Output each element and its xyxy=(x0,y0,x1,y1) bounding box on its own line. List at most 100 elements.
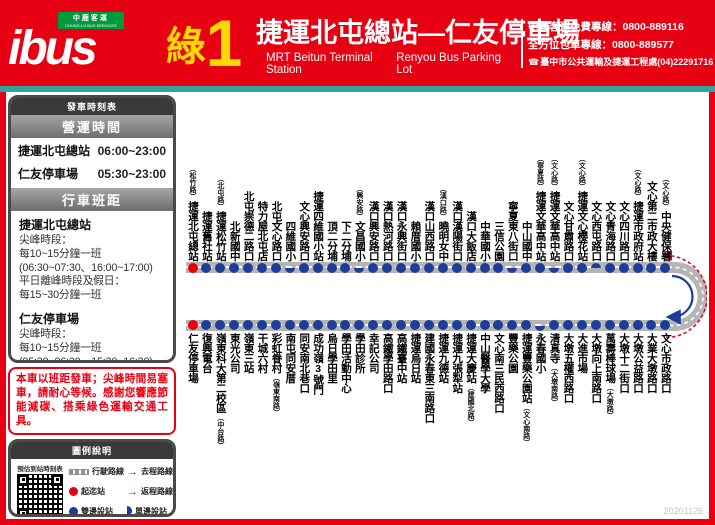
route-stop: 捷運九張犁站 xyxy=(450,320,463,517)
stop-name: 捷運舊社站 xyxy=(200,211,213,261)
road-annotation: 寧夏路 xyxy=(534,155,547,190)
stop-name: 三信公園 xyxy=(492,221,505,261)
stop-marker xyxy=(215,263,226,273)
route-u-turn xyxy=(661,250,707,339)
stop-name: 大墩公益路口 xyxy=(632,333,644,393)
route-map: 松竹路 捷運北屯總站 捷運舊社站 北屯路 捷運松竹站 xyxy=(180,95,707,517)
legend-both-sides: 雙邊設站 xyxy=(69,506,125,514)
stop-name: 北屯崇德二路口 xyxy=(242,191,255,261)
legend-panel: 圖例說明 預估到站時刻表 行駛路線 去程路線 起迄站 返程路線 雙邊設站 單邊設… xyxy=(8,438,176,517)
legend-one-side: 單邊設站 xyxy=(127,506,173,514)
headway-line: 每10~15分鐘一班 xyxy=(19,247,102,260)
road-annotation: 文心路 xyxy=(631,165,644,200)
company-logo: 中鹿客運 CHUNG-LU BUS SERVICES ibus xyxy=(8,5,156,81)
stop-marker xyxy=(604,263,615,273)
company-name-en: CHUNG-LU BUS SERVICES xyxy=(65,23,117,28)
stop-marker xyxy=(646,320,657,330)
legend-return: 返程路線 xyxy=(127,486,173,498)
legend-tab: 圖例說明 xyxy=(11,441,173,459)
stop-name: 大墩五權西路口 xyxy=(562,333,575,403)
stop-name: 漢口興安路口 xyxy=(367,201,380,261)
route-stop: 文心南三民西路口 xyxy=(492,320,505,517)
stop-marker xyxy=(187,263,198,273)
stop-name: 捷運文華高中站 xyxy=(548,191,561,261)
road-annotation: 松竹路 xyxy=(186,165,199,200)
stop-marker xyxy=(229,320,240,330)
stop-marker xyxy=(396,320,407,330)
route-stop: 漢口路 曉明女中 xyxy=(436,95,450,273)
stop-name: 豐樂公園 xyxy=(506,333,519,373)
stop-marker xyxy=(604,320,615,330)
stop-name: 烏日學田里 xyxy=(326,333,339,383)
road-annotation: 漢口路 xyxy=(436,185,449,220)
stop-name: 漢口漢陽街口 xyxy=(451,201,464,261)
stop-marker xyxy=(354,268,365,273)
route-title-block: 捷運北屯總站—仁友停車場 MRT Beitun Terminal Station… xyxy=(252,11,580,76)
content-area: 發車時刻表 營運時間 捷運北屯總站 06:00~23:00 仁友停車場 05:3… xyxy=(6,92,709,519)
route-stop: 彩虹眷村 嶺東南路 xyxy=(269,320,283,517)
stop-marker xyxy=(243,263,254,273)
stop-name: 漢口熱河路口 xyxy=(381,201,394,261)
stop-marker xyxy=(187,320,198,330)
route-stop: 大墩十二街口 xyxy=(617,320,630,517)
operating-hours-header: 營運時間 xyxy=(11,115,173,138)
stop-marker xyxy=(465,320,476,330)
stop-name: 文心甘肅路口 xyxy=(562,201,575,261)
stop-name: 文心四川路口 xyxy=(618,201,631,261)
stop-marker xyxy=(521,263,532,273)
road-annotation: 北屯路 xyxy=(214,175,227,210)
stop-marker xyxy=(632,320,643,330)
route-stop: 嶺東三站 xyxy=(242,320,255,517)
hotline-charter: 全方位包車專線：0800-889577 xyxy=(528,38,674,51)
route-stop: 北屯崇德二路口 xyxy=(242,95,255,273)
route-stop: 寧夏東八街口 xyxy=(506,95,519,273)
stop-name: 寧夏東八街口 xyxy=(506,201,519,261)
stop-name: 成功嶺3號門 xyxy=(312,333,325,395)
route-stop: 清真寺 大墩南路 xyxy=(548,320,561,517)
stop-marker xyxy=(368,320,379,330)
stop-marker xyxy=(215,320,226,330)
route-stop: 漢口永興街口 xyxy=(395,95,408,273)
headway-header: 行車班距 xyxy=(11,188,173,211)
road-annotation: 建國北路 xyxy=(464,384,477,426)
route-stop: 漢口熱河路口 xyxy=(381,95,394,273)
stop-name: 大業大墩路口 xyxy=(645,333,658,393)
stop-marker xyxy=(507,320,518,330)
notice-box: 本車以班距發車；尖峰時間易塞車，請耐心等候。感謝您響應節能減碳、搭乘綠色運輸交通… xyxy=(8,366,176,435)
route-stop: 捷運大慶站 建國北路 xyxy=(464,320,477,517)
stop-marker xyxy=(646,263,657,273)
stop-marker xyxy=(326,320,337,330)
route-stop: 大業大墩路口 xyxy=(645,320,658,517)
route-stop: 文心西屯路口 xyxy=(589,95,602,268)
stop-name: 漢口山西路口 xyxy=(423,201,436,261)
route-stop: 成功嶺3號門 xyxy=(311,320,325,517)
route-stop: 捷運九德站 xyxy=(436,320,449,517)
stop-marker xyxy=(257,263,268,273)
route-stop: 豐樂公園 xyxy=(506,320,519,517)
route-stop: 學田活動中心 xyxy=(339,320,352,517)
header: 中鹿客運 CHUNG-LU BUS SERVICES ibus 綠 1 捷運北屯… xyxy=(0,0,715,86)
stop-marker xyxy=(493,320,504,330)
route-stop: 北新國中 xyxy=(228,95,241,273)
operating-hours: 捷運北屯總站 06:00~23:00 仁友停車場 05:30~23:00 xyxy=(11,138,173,188)
route-stop: 中山國中 xyxy=(520,95,533,273)
route-stop: 嶺東科大第二校區 中台路 xyxy=(214,320,227,517)
headway-terminal: 仁友停車場 xyxy=(19,312,80,327)
route-line-icon xyxy=(69,468,89,475)
stop-name: 干城六村 xyxy=(256,333,269,373)
stop-name: 曉明女中 xyxy=(437,221,450,261)
stop-name: 學田活動中心 xyxy=(339,333,352,393)
stop-marker xyxy=(451,263,462,273)
road-annotation: 文心路 xyxy=(575,155,588,190)
stop-name: 捷運文華高中站 xyxy=(534,191,547,261)
company-name: 中鹿客運 xyxy=(72,15,109,22)
stop-marker xyxy=(618,263,629,273)
stop-name: 文心南三民西路口 xyxy=(492,333,505,413)
stop-name: 彩虹眷村 xyxy=(270,333,283,373)
route-stop: 北屯文心路口 xyxy=(269,95,282,273)
info-sidebar: 發車時刻表 營運時間 捷運北屯總站 06:00~23:00 仁友停車場 05:3… xyxy=(8,95,176,517)
route-stop: 南屯同安厝 xyxy=(283,320,296,517)
outbound-stops: 松竹路 捷運北屯總站 捷運舊社站 北屯路 捷運松竹站 xyxy=(186,95,672,273)
brand-logo-text: ibus xyxy=(8,22,98,75)
stop-name: 高鐵學田路口 xyxy=(381,333,394,393)
